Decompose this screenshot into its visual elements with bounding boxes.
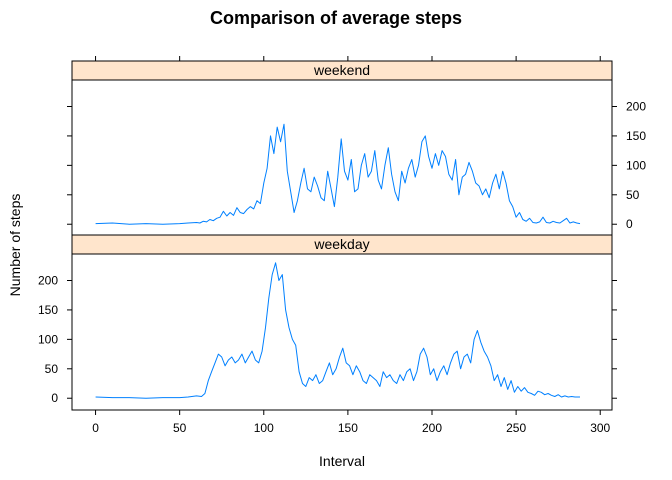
y-tick-label: 50 [45,362,59,376]
x-tick-label: 0 [92,421,99,435]
y-tick-label: 200 [38,273,58,287]
x-axis-label: Interval [319,453,365,469]
y-tick-label: 200 [626,99,646,113]
y-tick-label: 50 [626,188,640,202]
panel-frame-weekday [71,253,613,411]
y-tick-label: 150 [626,129,646,143]
panel-frame-weekend [71,79,613,237]
chart-title: Comparison of average steps [210,8,462,28]
strip-label-weekday: weekday [313,236,369,252]
panels: weekend 0 50 100 150 200 weekday 0 50 100 150 200 0 5… [38,56,646,435]
x-tick-label: 100 [254,421,274,435]
x-tick-label: 50 [173,421,187,435]
y-axis-label: Number of steps [7,194,23,297]
x-tick-label: 300 [590,421,610,435]
strip-label-weekend: weekend [313,62,370,78]
series-line-weekend [95,123,581,225]
y-tick-label: 150 [38,303,58,317]
y-tick-label: 100 [626,158,646,172]
y-tick-label: 0 [626,217,633,231]
panel-weekday: weekday 0 50 100 150 200 [38,234,617,411]
panel-weekend: weekend 0 50 100 150 200 [67,60,646,237]
series-line-weekday [95,262,580,399]
x-tick-label: 200 [422,421,442,435]
x-axis: 0 50 100 150 200 250 300 [92,56,611,435]
y-tick-label: 0 [51,391,58,405]
y-tick-label: 100 [38,332,58,346]
x-tick-label: 250 [506,421,526,435]
x-tick-label: 150 [338,421,358,435]
